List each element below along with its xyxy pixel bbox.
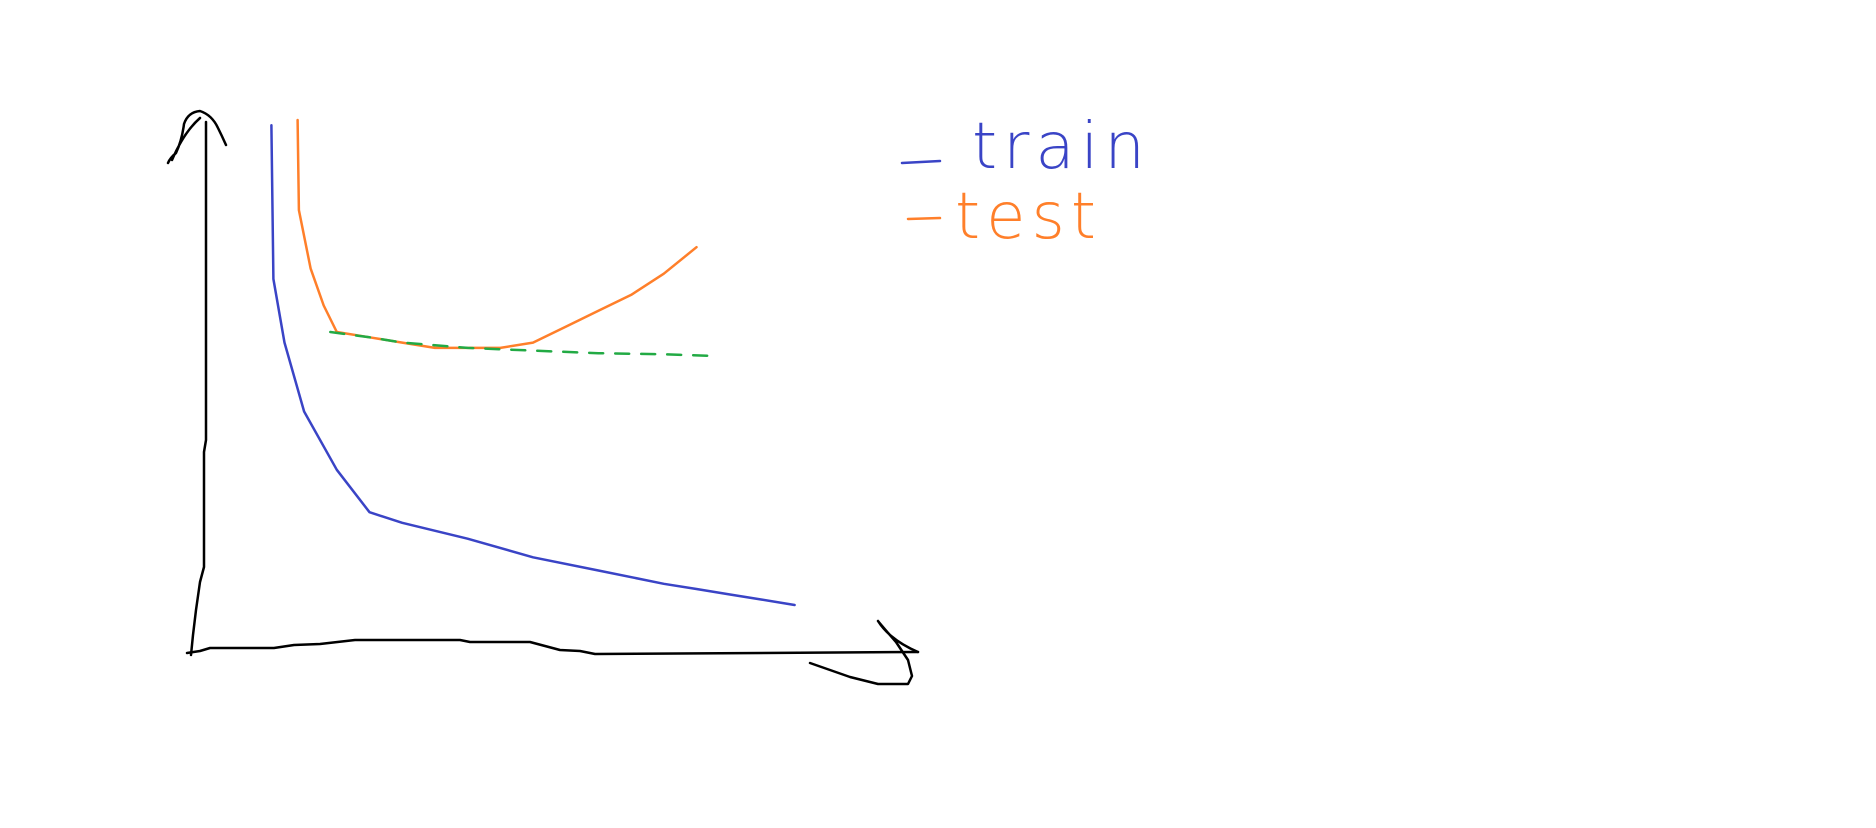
legend-label-train: train	[972, 110, 1151, 184]
x-axis-arrowhead	[808, 619, 920, 686]
series-line-reference	[329, 330, 711, 358]
legend-label-test: test	[955, 180, 1102, 254]
series-reference	[329, 330, 711, 358]
axes	[166, 109, 920, 686]
legend-swatch-train	[900, 159, 942, 165]
y-axis-line	[189, 120, 208, 657]
legend: train test	[900, 110, 1151, 254]
legend-item-test: test	[906, 180, 1102, 254]
legend-item-train: train	[900, 110, 1151, 184]
series-layer	[270, 118, 796, 607]
series-test	[296, 118, 698, 350]
x-axis-line	[185, 638, 920, 656]
series-line-train	[270, 124, 796, 607]
series-line-test	[296, 118, 698, 350]
y-axis-arrowhead	[166, 109, 228, 165]
series-train	[270, 124, 796, 607]
legend-swatch-test	[906, 216, 942, 221]
